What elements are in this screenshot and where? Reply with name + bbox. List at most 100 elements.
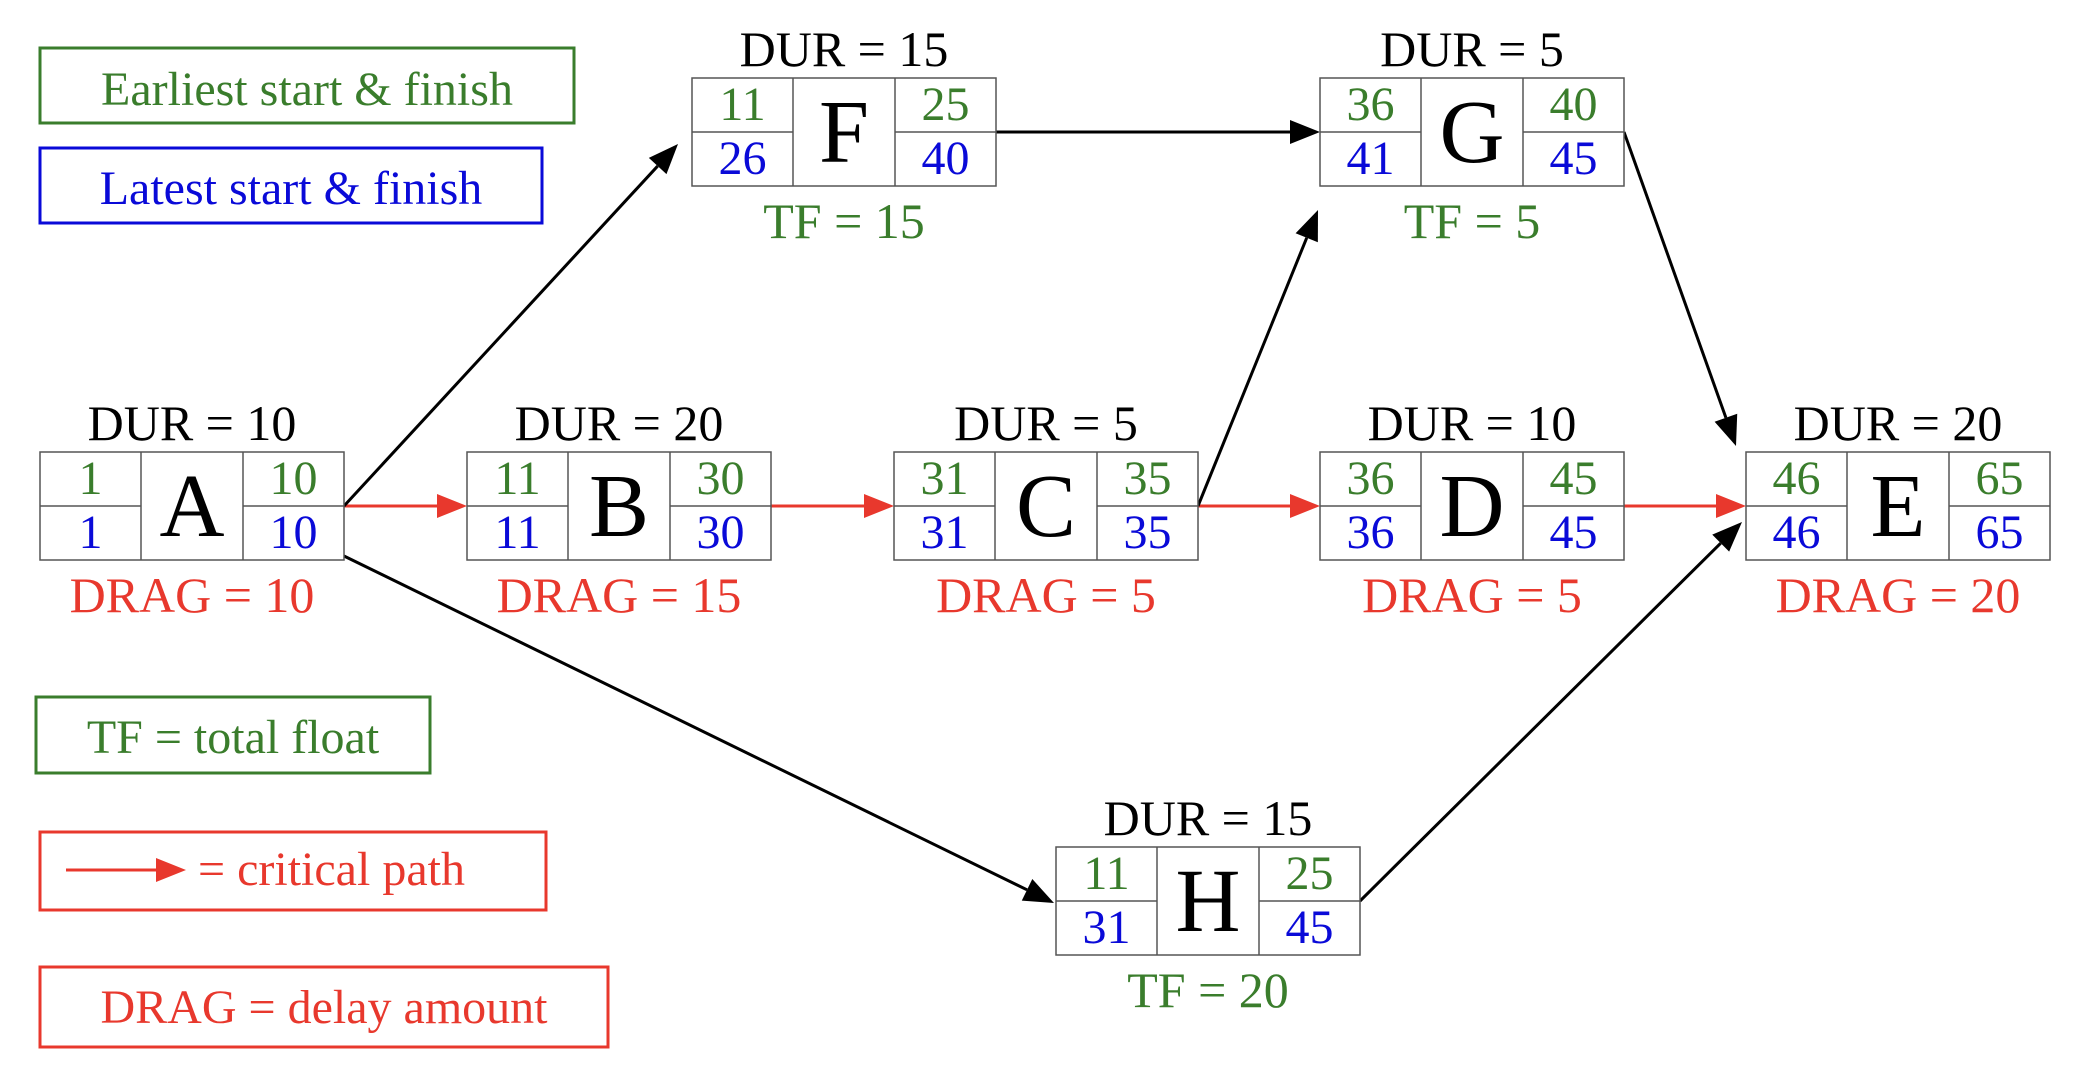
latest-start: 36 [1347, 506, 1395, 559]
arrow-b-c [771, 494, 894, 518]
arrow-a-f [342, 144, 678, 508]
earliest-finish: 30 [697, 452, 745, 505]
total-float-label: TF = 15 [763, 193, 925, 249]
duration-label: DUR = 20 [515, 395, 724, 451]
earliest-finish: 10 [270, 452, 318, 505]
arrow-head [1712, 522, 1742, 552]
activity-node-g: DUR = 536 40 41 45 G TF = 5 [1319, 21, 1625, 249]
arrow-head [1021, 879, 1054, 903]
latest-finish: 10 [270, 506, 318, 559]
arrow-shaft [342, 165, 659, 508]
drag-label: DRAG = 20 [1776, 567, 2021, 623]
latest-finish: 35 [1124, 506, 1172, 559]
duration-label: DUR = 5 [954, 395, 1138, 451]
arrow-h-e [1358, 522, 1742, 903]
arrow-head [1290, 120, 1320, 144]
arrow-head [648, 144, 678, 175]
arrow-d-e [1624, 494, 1746, 518]
arrow-c-g [1196, 210, 1318, 507]
earliest-finish: 40 [1550, 78, 1598, 131]
legend-drag-box [38, 965, 610, 1049]
latest-finish: 40 [922, 132, 970, 185]
earliest-start: 1 [79, 452, 103, 505]
duration-label: DUR = 20 [1794, 395, 2003, 451]
earliest-start: 11 [1083, 847, 1129, 900]
drag-label: DRAG = 15 [497, 567, 742, 623]
earliest-start: 36 [1347, 78, 1395, 131]
activity-label: B [589, 457, 649, 556]
legend-tf-box [34, 695, 432, 775]
duration-label: DUR = 15 [1104, 790, 1313, 846]
legend-late-text: Latest start & finish [100, 162, 483, 215]
latest-start: 46 [1773, 506, 1821, 559]
latest-finish: 45 [1550, 132, 1598, 185]
duration-label: DUR = 10 [1368, 395, 1577, 451]
duration-label: DUR = 15 [740, 21, 949, 77]
arrow-head [1716, 494, 1746, 518]
earliest-start: 11 [719, 78, 765, 131]
earliest-finish: 65 [1976, 452, 2024, 505]
earliest-finish: 45 [1550, 452, 1598, 505]
legend-early: Earliest start & finish [38, 46, 576, 125]
activity-label: H [1176, 852, 1241, 951]
legend: Earliest start & finish Latest start & f… [34, 46, 610, 1049]
earliest-finish: 25 [922, 78, 970, 131]
earliest-finish: 35 [1124, 452, 1172, 505]
arrow-f-g [996, 120, 1320, 144]
activity-label: F [819, 83, 869, 182]
latest-finish: 45 [1550, 506, 1598, 559]
latest-start: 1 [79, 506, 103, 559]
arrow-shaft [1622, 131, 1728, 419]
earliest-start: 46 [1773, 452, 1821, 505]
arrow-a-b [344, 494, 467, 518]
arrow-head [1714, 413, 1738, 446]
activity-label: A [160, 457, 225, 556]
activity-label: D [1440, 457, 1505, 556]
legend-tf: TF = total float [34, 695, 432, 775]
earliest-start: 11 [494, 452, 540, 505]
arrow-head [1290, 494, 1320, 518]
earliest-finish: 25 [1286, 847, 1334, 900]
latest-finish: 45 [1286, 901, 1334, 954]
duration-label: DUR = 10 [88, 395, 297, 451]
arrow-shaft [1196, 237, 1309, 507]
drag-label: DRAG = 10 [70, 567, 315, 623]
arrow-shaft [1358, 542, 1722, 903]
arrow-c-d [1198, 494, 1320, 518]
activity-label: E [1871, 457, 1926, 556]
drag-label: DRAG = 5 [936, 567, 1156, 623]
legend-early-box [38, 46, 576, 125]
legend-drag: DRAG = delay amount [38, 965, 610, 1049]
earliest-start: 36 [1347, 452, 1395, 505]
arrow-head [1295, 210, 1318, 243]
earliest-start: 31 [921, 452, 969, 505]
activity-label: G [1440, 83, 1505, 182]
legend-drag-text: DRAG = delay amount [101, 981, 549, 1034]
arrow-shaft [343, 554, 1028, 892]
legend-tf-text: TF = total float [87, 711, 380, 764]
latest-start: 41 [1347, 132, 1395, 185]
latest-start: 26 [719, 132, 767, 185]
latest-start: 11 [494, 506, 540, 559]
legend-critical-arrowhead [156, 858, 186, 882]
latest-finish: 30 [697, 506, 745, 559]
dependency-arrows [342, 120, 1746, 903]
arrow-head [864, 494, 894, 518]
total-float-label: TF = 20 [1127, 962, 1289, 1018]
latest-start: 31 [1083, 901, 1131, 954]
arrow-head [437, 494, 467, 518]
legend-critical-text: = critical path [198, 843, 465, 896]
legend-early-text: Earliest start & finish [101, 63, 513, 116]
activity-label: C [1016, 457, 1076, 556]
legend-late-box [38, 146, 544, 225]
arrow-g-e [1622, 131, 1738, 446]
